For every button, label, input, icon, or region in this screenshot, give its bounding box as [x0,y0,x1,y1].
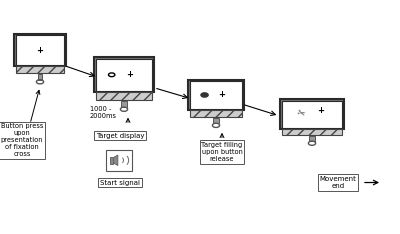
Text: Target display: Target display [96,133,144,139]
Text: +: + [36,46,44,55]
Text: +: + [218,91,225,99]
FancyBboxPatch shape [14,34,66,66]
FancyBboxPatch shape [214,117,219,124]
FancyBboxPatch shape [188,80,244,110]
FancyBboxPatch shape [280,99,344,129]
Text: Target filling
upon button
release: Target filling upon button release [201,142,243,162]
Text: ✂: ✂ [296,107,307,119]
FancyBboxPatch shape [16,66,64,73]
FancyBboxPatch shape [110,157,113,164]
FancyBboxPatch shape [96,92,152,100]
FancyBboxPatch shape [94,57,154,92]
Polygon shape [114,155,118,165]
FancyBboxPatch shape [106,150,132,171]
FancyBboxPatch shape [16,35,64,65]
Text: Start signal: Start signal [100,179,140,186]
Text: Button press
upon
presentation
of fixation
cross: Button press upon presentation of fixati… [1,123,43,157]
FancyBboxPatch shape [190,81,242,109]
FancyBboxPatch shape [282,101,342,128]
FancyBboxPatch shape [96,58,152,91]
Text: +: + [126,70,133,79]
FancyBboxPatch shape [121,101,127,107]
FancyBboxPatch shape [38,74,42,80]
FancyBboxPatch shape [96,58,152,91]
FancyBboxPatch shape [16,35,64,65]
FancyBboxPatch shape [190,110,242,117]
FancyBboxPatch shape [282,101,342,128]
Text: 1000 -
2000ms: 1000 - 2000ms [90,106,117,119]
FancyBboxPatch shape [309,136,315,141]
FancyBboxPatch shape [190,81,242,109]
Text: +: + [318,106,324,115]
FancyBboxPatch shape [282,129,342,135]
Text: Movement
end: Movement end [320,176,356,189]
Circle shape [201,93,208,97]
